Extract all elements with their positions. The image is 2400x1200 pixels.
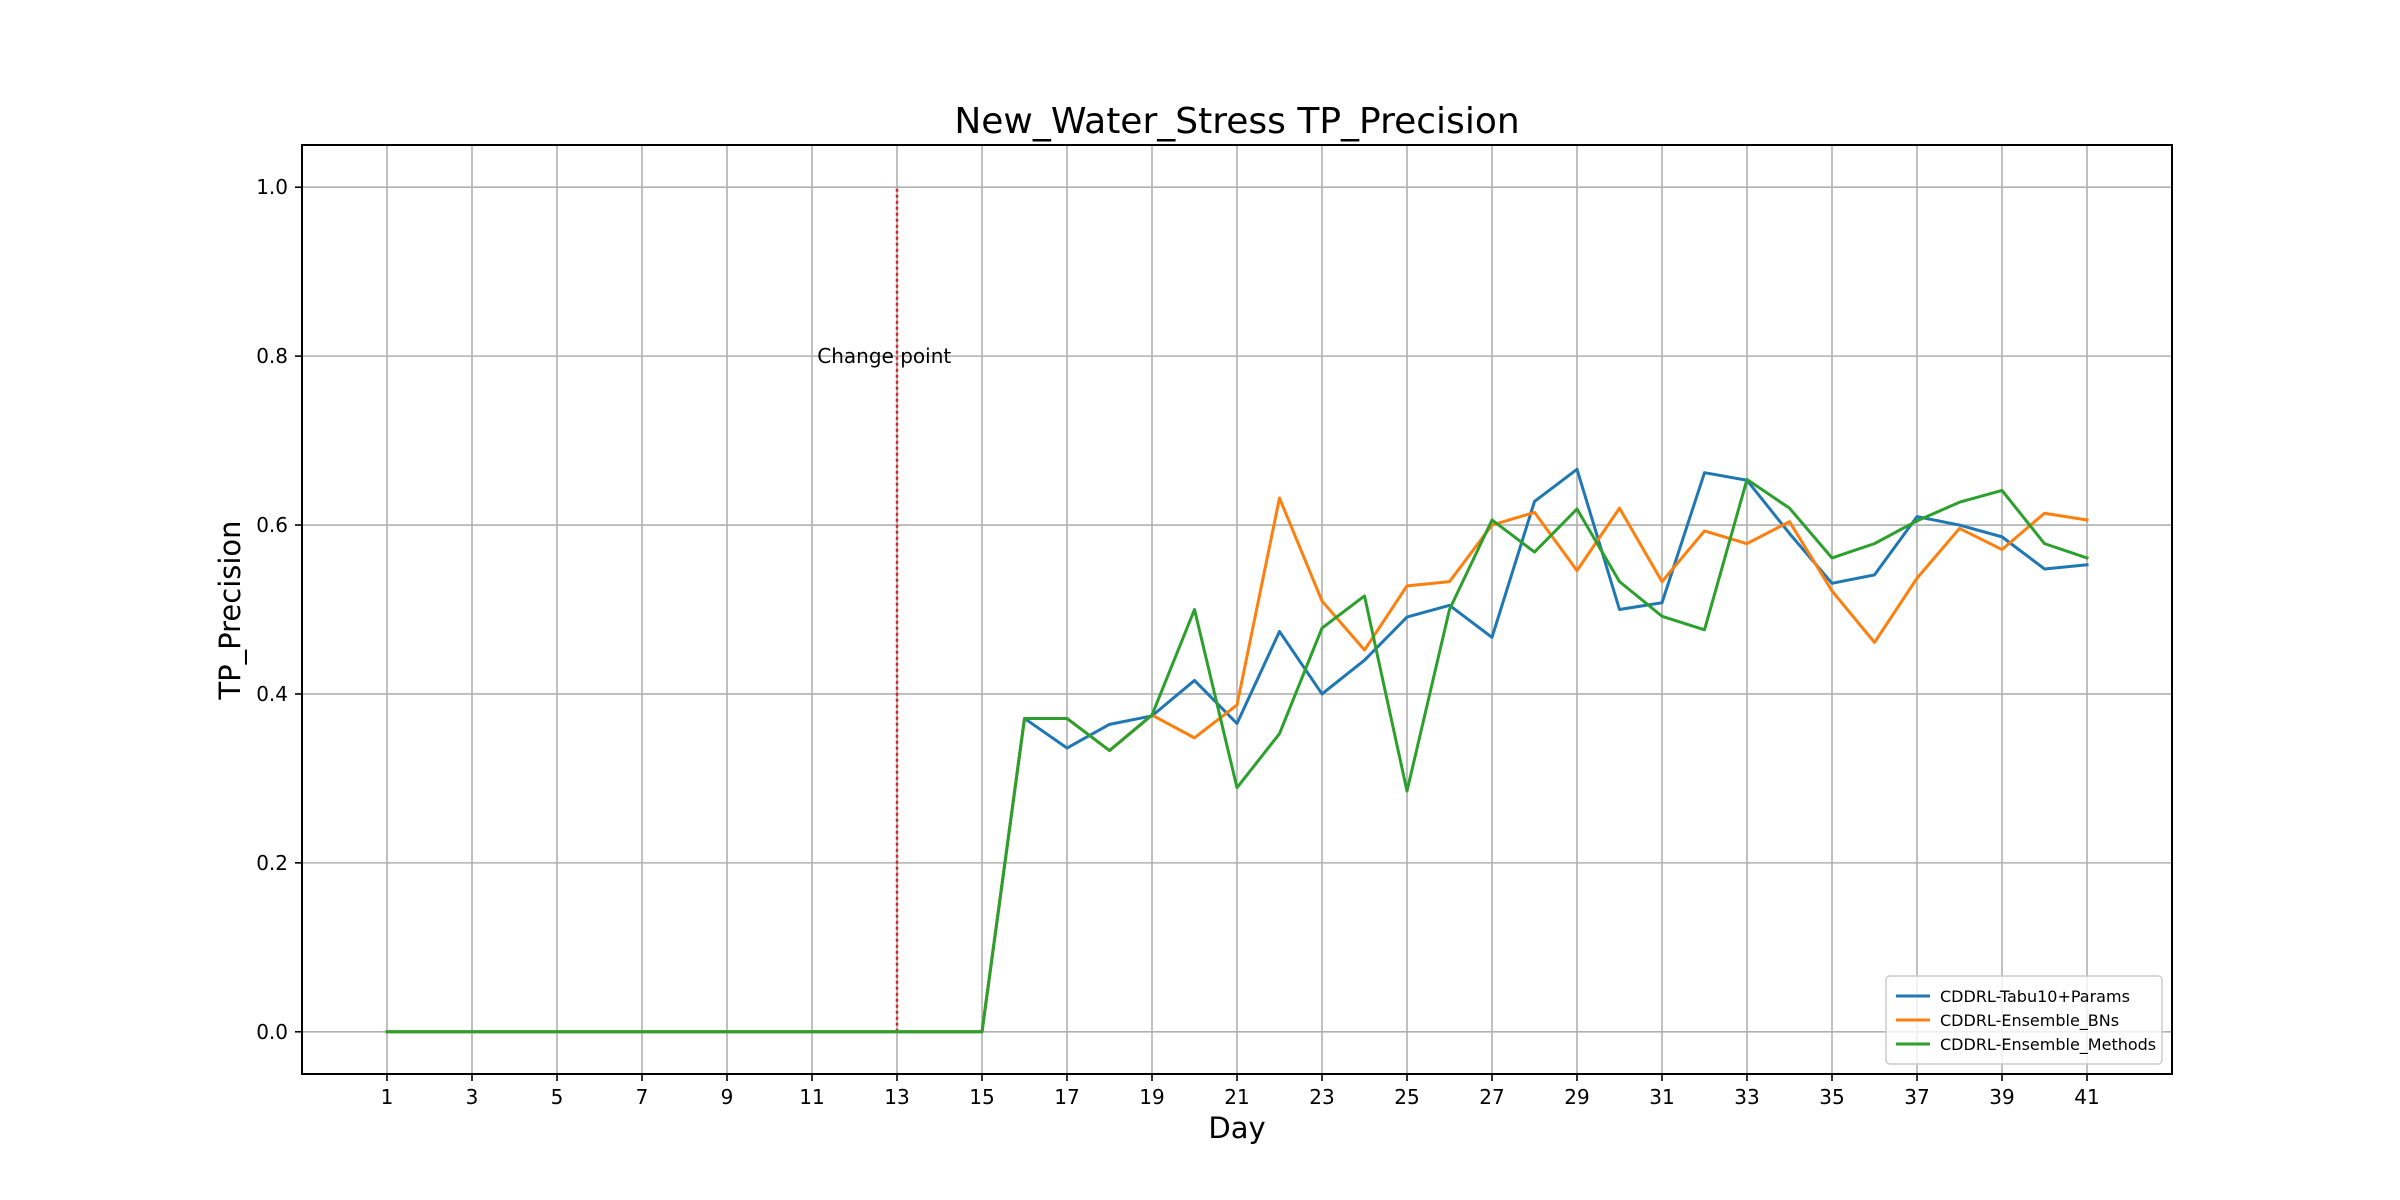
x-tick-label: 17 xyxy=(1054,1085,1079,1109)
x-tick-label: 25 xyxy=(1394,1085,1419,1109)
x-tick-label: 29 xyxy=(1564,1085,1589,1109)
y-tick-label: 0.6 xyxy=(256,513,288,537)
series-line-3 xyxy=(385,477,2089,1034)
y-tick-label: 0.2 xyxy=(256,851,288,875)
y-tick-label: 0.4 xyxy=(256,682,288,706)
x-tick-label: 3 xyxy=(466,1085,479,1109)
x-tick-label: 9 xyxy=(721,1085,734,1109)
x-tick-label: 19 xyxy=(1139,1085,1164,1109)
legend-label: CDDRL-Ensemble_BNs xyxy=(1940,1011,2119,1031)
chart-title: New_Water_Stress TP_Precision xyxy=(954,101,1519,142)
y-tick-label: 1.0 xyxy=(256,175,288,199)
x-tick-label: 13 xyxy=(884,1085,909,1109)
x-tick-label: 37 xyxy=(1904,1085,1929,1109)
x-tick-label: 11 xyxy=(799,1085,824,1109)
y-axis-label: TP_Precision xyxy=(213,520,247,700)
y-tick-label: 0.0 xyxy=(256,1020,288,1044)
axis-ticks: 1 3 5 7 9 11 13 15 17 19 21 23 25 27 29 31 33 35 37 39 410.0… xyxy=(256,175,2100,1109)
annotations: Change point xyxy=(817,187,951,1032)
legend-label: CDDRL-Ensemble_Methods xyxy=(1940,1035,2156,1055)
x-tick-label: 27 xyxy=(1479,1085,1504,1109)
x-tick-label: 1 xyxy=(381,1085,394,1109)
x-tick-label: 33 xyxy=(1734,1085,1759,1109)
legend-box xyxy=(1885,975,2163,1065)
x-tick-label: 31 xyxy=(1649,1085,1674,1109)
x-tick-label: 21 xyxy=(1224,1085,1249,1109)
x-tick-label: 7 xyxy=(636,1085,649,1109)
x-tick-label: 15 xyxy=(969,1085,994,1109)
grid-lines xyxy=(302,145,2172,1074)
y-tick-label: 0.8 xyxy=(256,344,288,368)
legend: CDDRL-Tabu10+Params CDDRL-Ensemble_BNs CDD… xyxy=(1885,975,2163,1065)
x-tick-label: 35 xyxy=(1819,1085,1844,1109)
legend-label: CDDRL-Tabu10+Params xyxy=(1940,987,2130,1006)
x-tick-label: 39 xyxy=(1989,1085,2014,1109)
x-tick-label: 23 xyxy=(1309,1085,1334,1109)
x-tick-label: 5 xyxy=(551,1085,564,1109)
change-point-label: Change point xyxy=(817,344,951,368)
x-axis-label: Day xyxy=(1208,1111,1265,1145)
x-tick-label: 41 xyxy=(2074,1085,2099,1109)
series-lines xyxy=(385,467,2089,1034)
